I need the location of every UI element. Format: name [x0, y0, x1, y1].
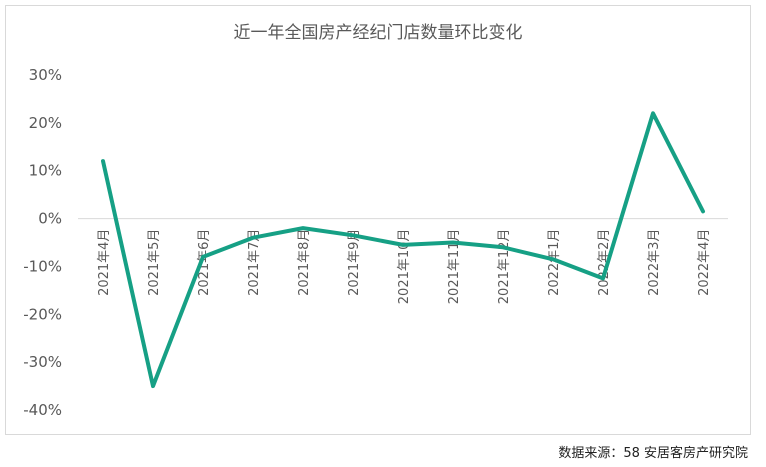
y-tick-label: -10%	[23, 257, 62, 275]
x-tick-label: 2022年4月	[697, 229, 712, 296]
y-tick-label: 30%	[29, 66, 62, 84]
x-tick-label: 2022年3月	[647, 229, 662, 296]
x-axis-labels: 2021年4月 2021年5月 2021年6月 2021年7月 2021年8月 2021年…	[97, 229, 712, 305]
x-tick-label: 2021年5月	[147, 229, 162, 296]
x-tick-label: 2021年9月	[347, 229, 362, 296]
x-tick-label: 2021年6月	[197, 229, 212, 296]
x-tick-label: 2021年4月	[97, 229, 112, 296]
x-tick-label: 2021年7月	[247, 229, 262, 296]
series-line	[101, 111, 705, 389]
y-tick-label: -30%	[23, 353, 62, 371]
y-tick-label: -20%	[23, 305, 62, 323]
x-tick-label: 2021年8月	[297, 229, 312, 296]
chart-title: 近一年全国房产经纪门店数量环比变化	[233, 23, 523, 43]
y-tick-label: 10%	[29, 162, 62, 180]
y-tick-label: -40%	[23, 401, 62, 419]
y-tick-label: 0%	[38, 210, 62, 228]
x-tick-label: 2021年11月	[447, 229, 462, 305]
x-tick-label: 2021年12月	[497, 229, 512, 305]
x-tick-label: 2021年10月	[397, 229, 412, 305]
x-tick-label: 2022年1月	[547, 229, 562, 296]
source-note: 数据来源：58 安居客房产研究院	[558, 446, 748, 461]
y-tick-label: 20%	[29, 114, 62, 132]
y-axis-labels: 30% 20% 10% 0% -10% -20% -30% -40%	[23, 66, 62, 419]
chart-frame	[5, 5, 751, 435]
